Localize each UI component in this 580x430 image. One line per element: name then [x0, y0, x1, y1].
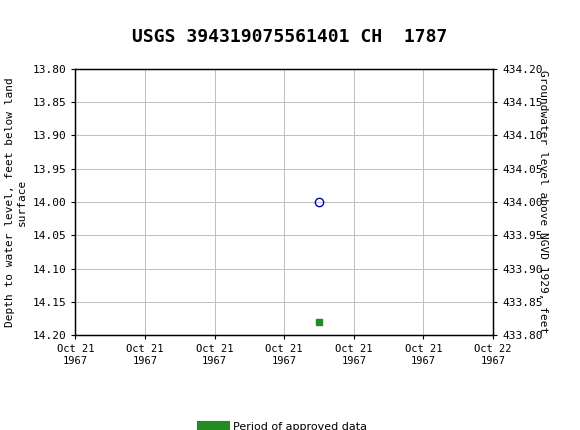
- Text: USGS 394319075561401 CH  1787: USGS 394319075561401 CH 1787: [132, 28, 448, 46]
- Text: ≈USGS: ≈USGS: [12, 10, 88, 29]
- Y-axis label: Depth to water level, feet below land
surface: Depth to water level, feet below land su…: [5, 77, 27, 327]
- Legend: Period of approved data: Period of approved data: [197, 418, 371, 430]
- Y-axis label: Groundwater level above NGVD 1929, feet: Groundwater level above NGVD 1929, feet: [538, 71, 548, 334]
